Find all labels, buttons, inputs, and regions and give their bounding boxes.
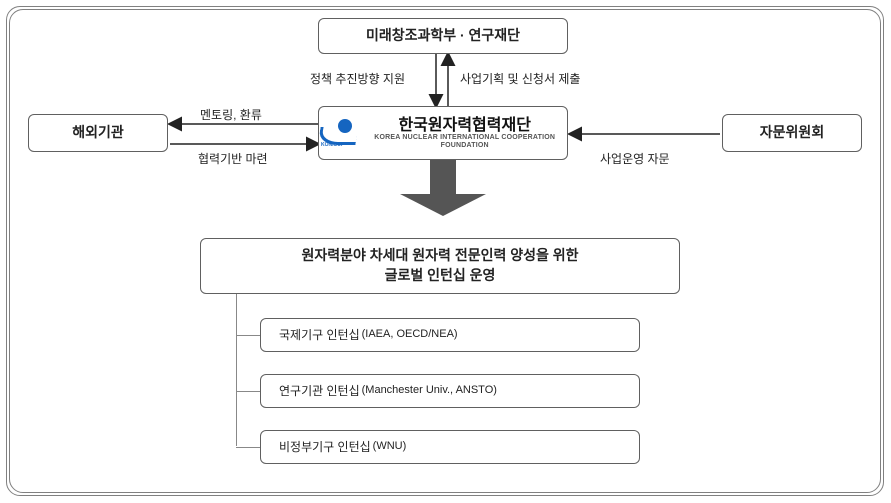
konicof-logo: KONICOF [319, 119, 354, 147]
item3-sub: (WNU) [373, 439, 407, 454]
edge-label-proposal: 사업기획 및 신청서 제출 [460, 70, 580, 87]
node-item-intl: 국제기구 인턴십 (IAEA, OECD/NEA) [260, 318, 640, 352]
program-line2: 글로벌 인턴십 운영 [385, 266, 496, 286]
edge-label-advice: 사업운영 자문 [600, 150, 670, 167]
node-ministry-label: 미래창조과학부 · 연구재단 [366, 26, 520, 46]
konicof-logo-text: KONICOF [321, 142, 344, 149]
konicof-text: 한국원자력협력재단 KOREA NUCLEAR INTERNATIONAL CO… [362, 117, 567, 150]
item1-sub: (IAEA, OECD/NEA) [362, 327, 458, 342]
konicof-main: 한국원자력협력재단 [362, 117, 567, 135]
node-ministry: 미래창조과학부 · 연구재단 [318, 18, 568, 54]
tree-h1 [236, 335, 260, 336]
item1-main: 국제기구 인턴십 [279, 327, 360, 344]
node-item-research: 연구기관 인턴십 (Manchester Univ., ANSTO) [260, 374, 640, 408]
node-item-ngo: 비정부기구 인턴십 (WNU) [260, 430, 640, 464]
edge-label-coop: 협력기반 마련 [198, 150, 268, 167]
node-overseas: 해외기관 [28, 114, 168, 152]
node-advisory-label: 자문위원회 [760, 123, 824, 143]
edge-label-mentoring: 멘토링, 환류 [200, 106, 262, 123]
node-konicof: KONICOF 한국원자력협력재단 KOREA NUCLEAR INTERNAT… [318, 106, 568, 160]
tree-vline [236, 294, 237, 446]
tree-h2 [236, 391, 260, 392]
node-advisory: 자문위원회 [722, 114, 862, 152]
item2-main: 연구기관 인턴십 [279, 383, 360, 400]
node-overseas-label: 해외기관 [72, 123, 124, 143]
node-program: 원자력분야 차세대 원자력 전문인력 양성을 위한 글로벌 인턴십 운영 [200, 238, 680, 294]
item3-main: 비정부기구 인턴십 [279, 439, 371, 456]
program-line1: 원자력분야 차세대 원자력 전문인력 양성을 위한 [301, 246, 578, 266]
item2-sub: (Manchester Univ., ANSTO) [362, 383, 497, 398]
konicof-sub: KOREA NUCLEAR INTERNATIONAL COOPERATION … [362, 134, 567, 149]
tree-h3 [236, 447, 260, 448]
edge-label-policy: 정책 추진방향 지원 [310, 70, 405, 87]
konicof-content: KONICOF 한국원자력협력재단 KOREA NUCLEAR INTERNAT… [319, 117, 567, 150]
